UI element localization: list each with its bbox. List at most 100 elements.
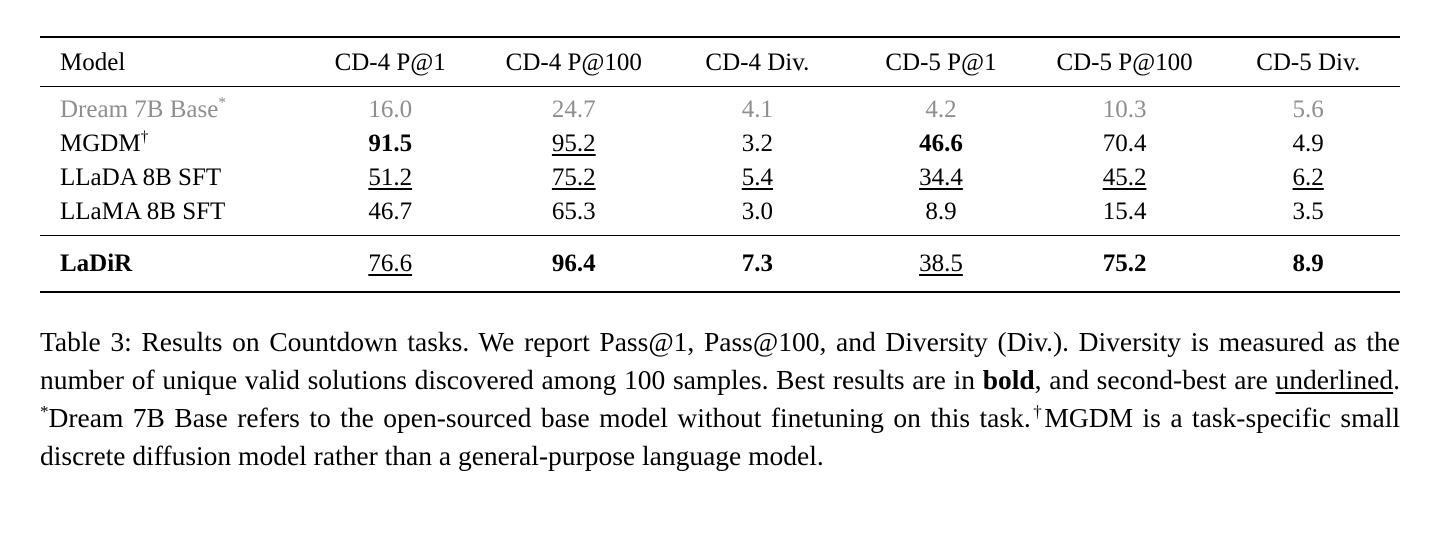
metric-value: 24.7	[482, 87, 666, 128]
metric-value: 3.5	[1216, 195, 1400, 236]
column-header-cd-4-p-1: CD-4 P@1	[334, 49, 446, 76]
metric-value: 75.2	[482, 161, 666, 195]
metric-value-text: 4.1	[741, 96, 773, 123]
metric-value-text: 46.6	[919, 130, 963, 157]
metric-value-text: 8.9	[925, 198, 957, 225]
model-name-text: MGDM	[60, 130, 141, 157]
metric-value-text: 95.2	[551, 130, 596, 157]
metric-value-text: 5.4	[741, 164, 773, 191]
metric-value: 45.2	[1033, 161, 1217, 195]
footnote-marker: *	[218, 94, 227, 112]
caption-segment: underlined	[1275, 364, 1394, 395]
metric-value: 10.3	[1033, 87, 1217, 128]
column-header-cd-4-div: CD-4 Div.	[705, 49, 810, 76]
metric-value-text: 65.3	[551, 198, 596, 225]
metric-value: 8.9	[849, 195, 1033, 236]
table-body-main: Dream 7B Base* 16.0 24.7 4.1 4.2 10.3 5.6 MGDM†…	[40, 87, 1400, 236]
metric-value-text: 46.7	[368, 198, 413, 225]
metric-value: 91.5	[298, 127, 482, 161]
table-row-dream-7b-base: Dream 7B Base* 16.0 24.7 4.1 4.2 10.3 5.6	[40, 87, 1400, 128]
metric-value: 5.4	[666, 161, 850, 195]
caption-segment: Table 3: Results on Countdown tasks. We …	[40, 326, 1400, 395]
metric-value-text: 6.2	[1292, 164, 1324, 191]
table-row-ladir: LaDiR 76.6 96.4 7.3 38.5 75.2 8.9	[40, 236, 1400, 293]
metric-value-text: 3.2	[741, 130, 773, 157]
metric-value-text: 70.4	[1102, 130, 1147, 157]
column-header-cd-4-p-100: CD-4 P@100	[505, 49, 642, 76]
metric-value-text: 76.6	[368, 250, 413, 277]
metric-value: 7.3	[666, 236, 850, 293]
metric-value: 95.2	[482, 127, 666, 161]
metric-value: 15.4	[1033, 195, 1217, 236]
metric-value: 8.9	[1216, 236, 1400, 293]
caption-segment: .	[1393, 364, 1400, 395]
column-header-cd-5-p-100: CD-5 P@100	[1056, 49, 1193, 76]
metric-value: 4.2	[849, 87, 1033, 128]
metric-value: 75.2	[1033, 236, 1217, 293]
metric-value: 4.9	[1216, 127, 1400, 161]
metric-value: 16.0	[298, 87, 482, 128]
model-name-text: LLaMA 8B SFT	[60, 198, 226, 225]
table-row-llama-8b-sft: LLaMA 8B SFT 46.7 65.3 3.0 8.9 15.4 3.5	[40, 195, 1400, 236]
model-name-text: Dream 7B Base	[60, 96, 219, 123]
column-header-cd-5-div: CD-5 Div.	[1256, 49, 1361, 76]
metric-value-text: 16.0	[368, 96, 413, 123]
metric-value-text: 45.2	[1102, 164, 1147, 191]
model-name: LLaDA 8B SFT	[40, 161, 298, 195]
table-body-highlight: LaDiR 76.6 96.4 7.3 38.5 75.2 8.9	[40, 235, 1400, 293]
table-row-llada-8b-sft: LLaDA 8B SFT 51.2 75.2 5.4 34.4 45.2 6.2	[40, 161, 1400, 195]
metric-value: 5.6	[1216, 87, 1400, 128]
metric-value-text: 10.3	[1102, 96, 1147, 123]
column-header-model: Model	[60, 49, 126, 76]
caption-segment: , and second-best are	[1034, 364, 1276, 395]
metric-value: 4.1	[666, 87, 850, 128]
metric-value: 70.4	[1033, 127, 1217, 161]
table-caption: Table 3: Results on Countdown tasks. We …	[40, 323, 1400, 475]
metric-value: 3.2	[666, 127, 850, 161]
metric-value-text: 4.9	[1292, 130, 1324, 157]
model-name: LaDiR	[40, 236, 298, 293]
caption-segment: Dream 7B Base refers to the open-sourced…	[48, 402, 1031, 433]
metric-value-text: 51.2	[368, 164, 413, 191]
metric-value: 96.4	[482, 236, 666, 293]
metric-value-text: 75.2	[551, 164, 596, 191]
metric-value: 65.3	[482, 195, 666, 236]
metric-value-text: 3.5	[1292, 198, 1324, 225]
metric-value-text: 34.4	[919, 164, 963, 191]
model-name: Dream 7B Base*	[40, 87, 298, 128]
table-header: Model CD-4 P@1 CD-4 P@100 CD-4 Div. CD-5 P@1…	[40, 37, 1400, 87]
metric-value: 38.5	[849, 236, 1033, 293]
metric-value-text: 7.3	[741, 250, 773, 277]
caption-segment: MGDM is a task-specific small discrete d…	[40, 402, 1400, 471]
metric-value: 6.2	[1216, 161, 1400, 195]
metric-value: 3.0	[666, 195, 850, 236]
metric-value-text: 91.5	[368, 130, 413, 157]
metric-value-text: 15.4	[1102, 198, 1147, 225]
metric-value: 51.2	[298, 161, 482, 195]
metric-value-text: 96.4	[551, 250, 596, 277]
metric-value-text: 8.9	[1292, 250, 1324, 277]
header-row: Model CD-4 P@1 CD-4 P@100 CD-4 Div. CD-5 P@1…	[40, 37, 1400, 87]
metric-value-text: 3.0	[741, 198, 773, 225]
metric-value-text: 4.2	[925, 96, 957, 123]
caption-segment: †	[1030, 401, 1045, 421]
countdown-results-table: Model CD-4 P@1 CD-4 P@100 CD-4 Div. CD-5 P@1…	[40, 36, 1400, 293]
metric-value: 76.6	[298, 236, 482, 293]
table-row-mgdm: MGDM† 91.5 95.2 3.2 46.6 70.4 4.9	[40, 127, 1400, 161]
paper-page: Model CD-4 P@1 CD-4 P@100 CD-4 Div. CD-5 P@1…	[40, 36, 1400, 475]
metric-value-text: 24.7	[551, 96, 596, 123]
model-name-text: LaDiR	[60, 250, 133, 277]
metric-value: 34.4	[849, 161, 1033, 195]
column-header-cd-5-p-1: CD-5 P@1	[885, 49, 997, 76]
metric-value-text: 5.6	[1292, 96, 1324, 123]
metric-value-text: 38.5	[919, 250, 963, 277]
model-name: MGDM†	[40, 127, 298, 161]
metric-value: 46.7	[298, 195, 482, 236]
caption-segment: *	[40, 401, 49, 421]
footnote-marker: †	[140, 128, 149, 146]
metric-value-text: 75.2	[1102, 250, 1147, 277]
model-name-text: LLaDA 8B SFT	[60, 164, 222, 191]
model-name: LLaMA 8B SFT	[40, 195, 298, 236]
caption-segment: bold	[982, 364, 1035, 395]
metric-value: 46.6	[849, 127, 1033, 161]
